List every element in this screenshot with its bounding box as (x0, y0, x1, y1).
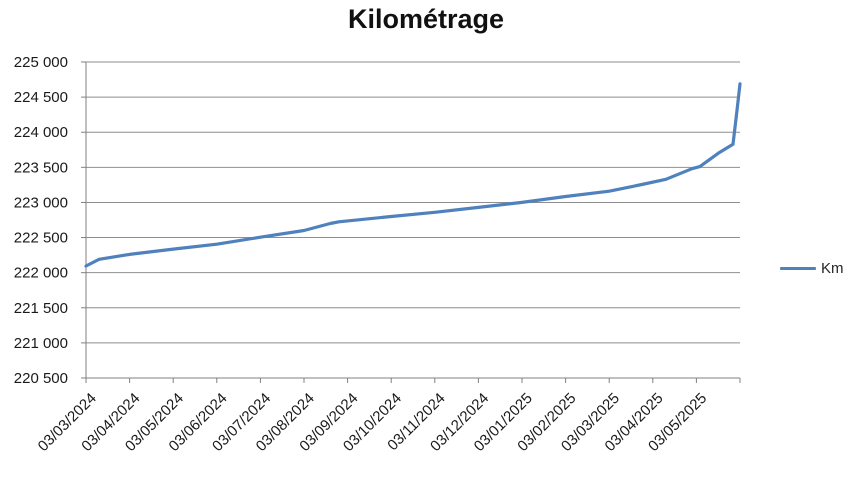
y-axis-tick-label: 225 000 (14, 54, 68, 71)
y-axis-tick-label: 222 500 (14, 230, 68, 247)
km-series-line (84, 82, 742, 268)
chart-title: Kilométrage (347, 4, 505, 34)
legend-line-sample (780, 267, 816, 270)
y-axis-tick-label: 223 000 (14, 194, 68, 211)
y-axis-tick-label: 223 500 (14, 159, 68, 176)
legend-series-label: Km (821, 260, 844, 277)
y-axis-tick-label: 224 500 (14, 89, 68, 106)
y-axis-tick-label: 224 000 (14, 124, 68, 141)
y-axis-tick-label: 222 000 (14, 265, 68, 282)
y-axis-tick-label: 220 500 (14, 370, 68, 387)
y-axis-tick-label: 221 000 (14, 335, 68, 352)
chart-legend: Km (780, 260, 844, 277)
y-axis-tick-label: 221 500 (14, 300, 68, 317)
